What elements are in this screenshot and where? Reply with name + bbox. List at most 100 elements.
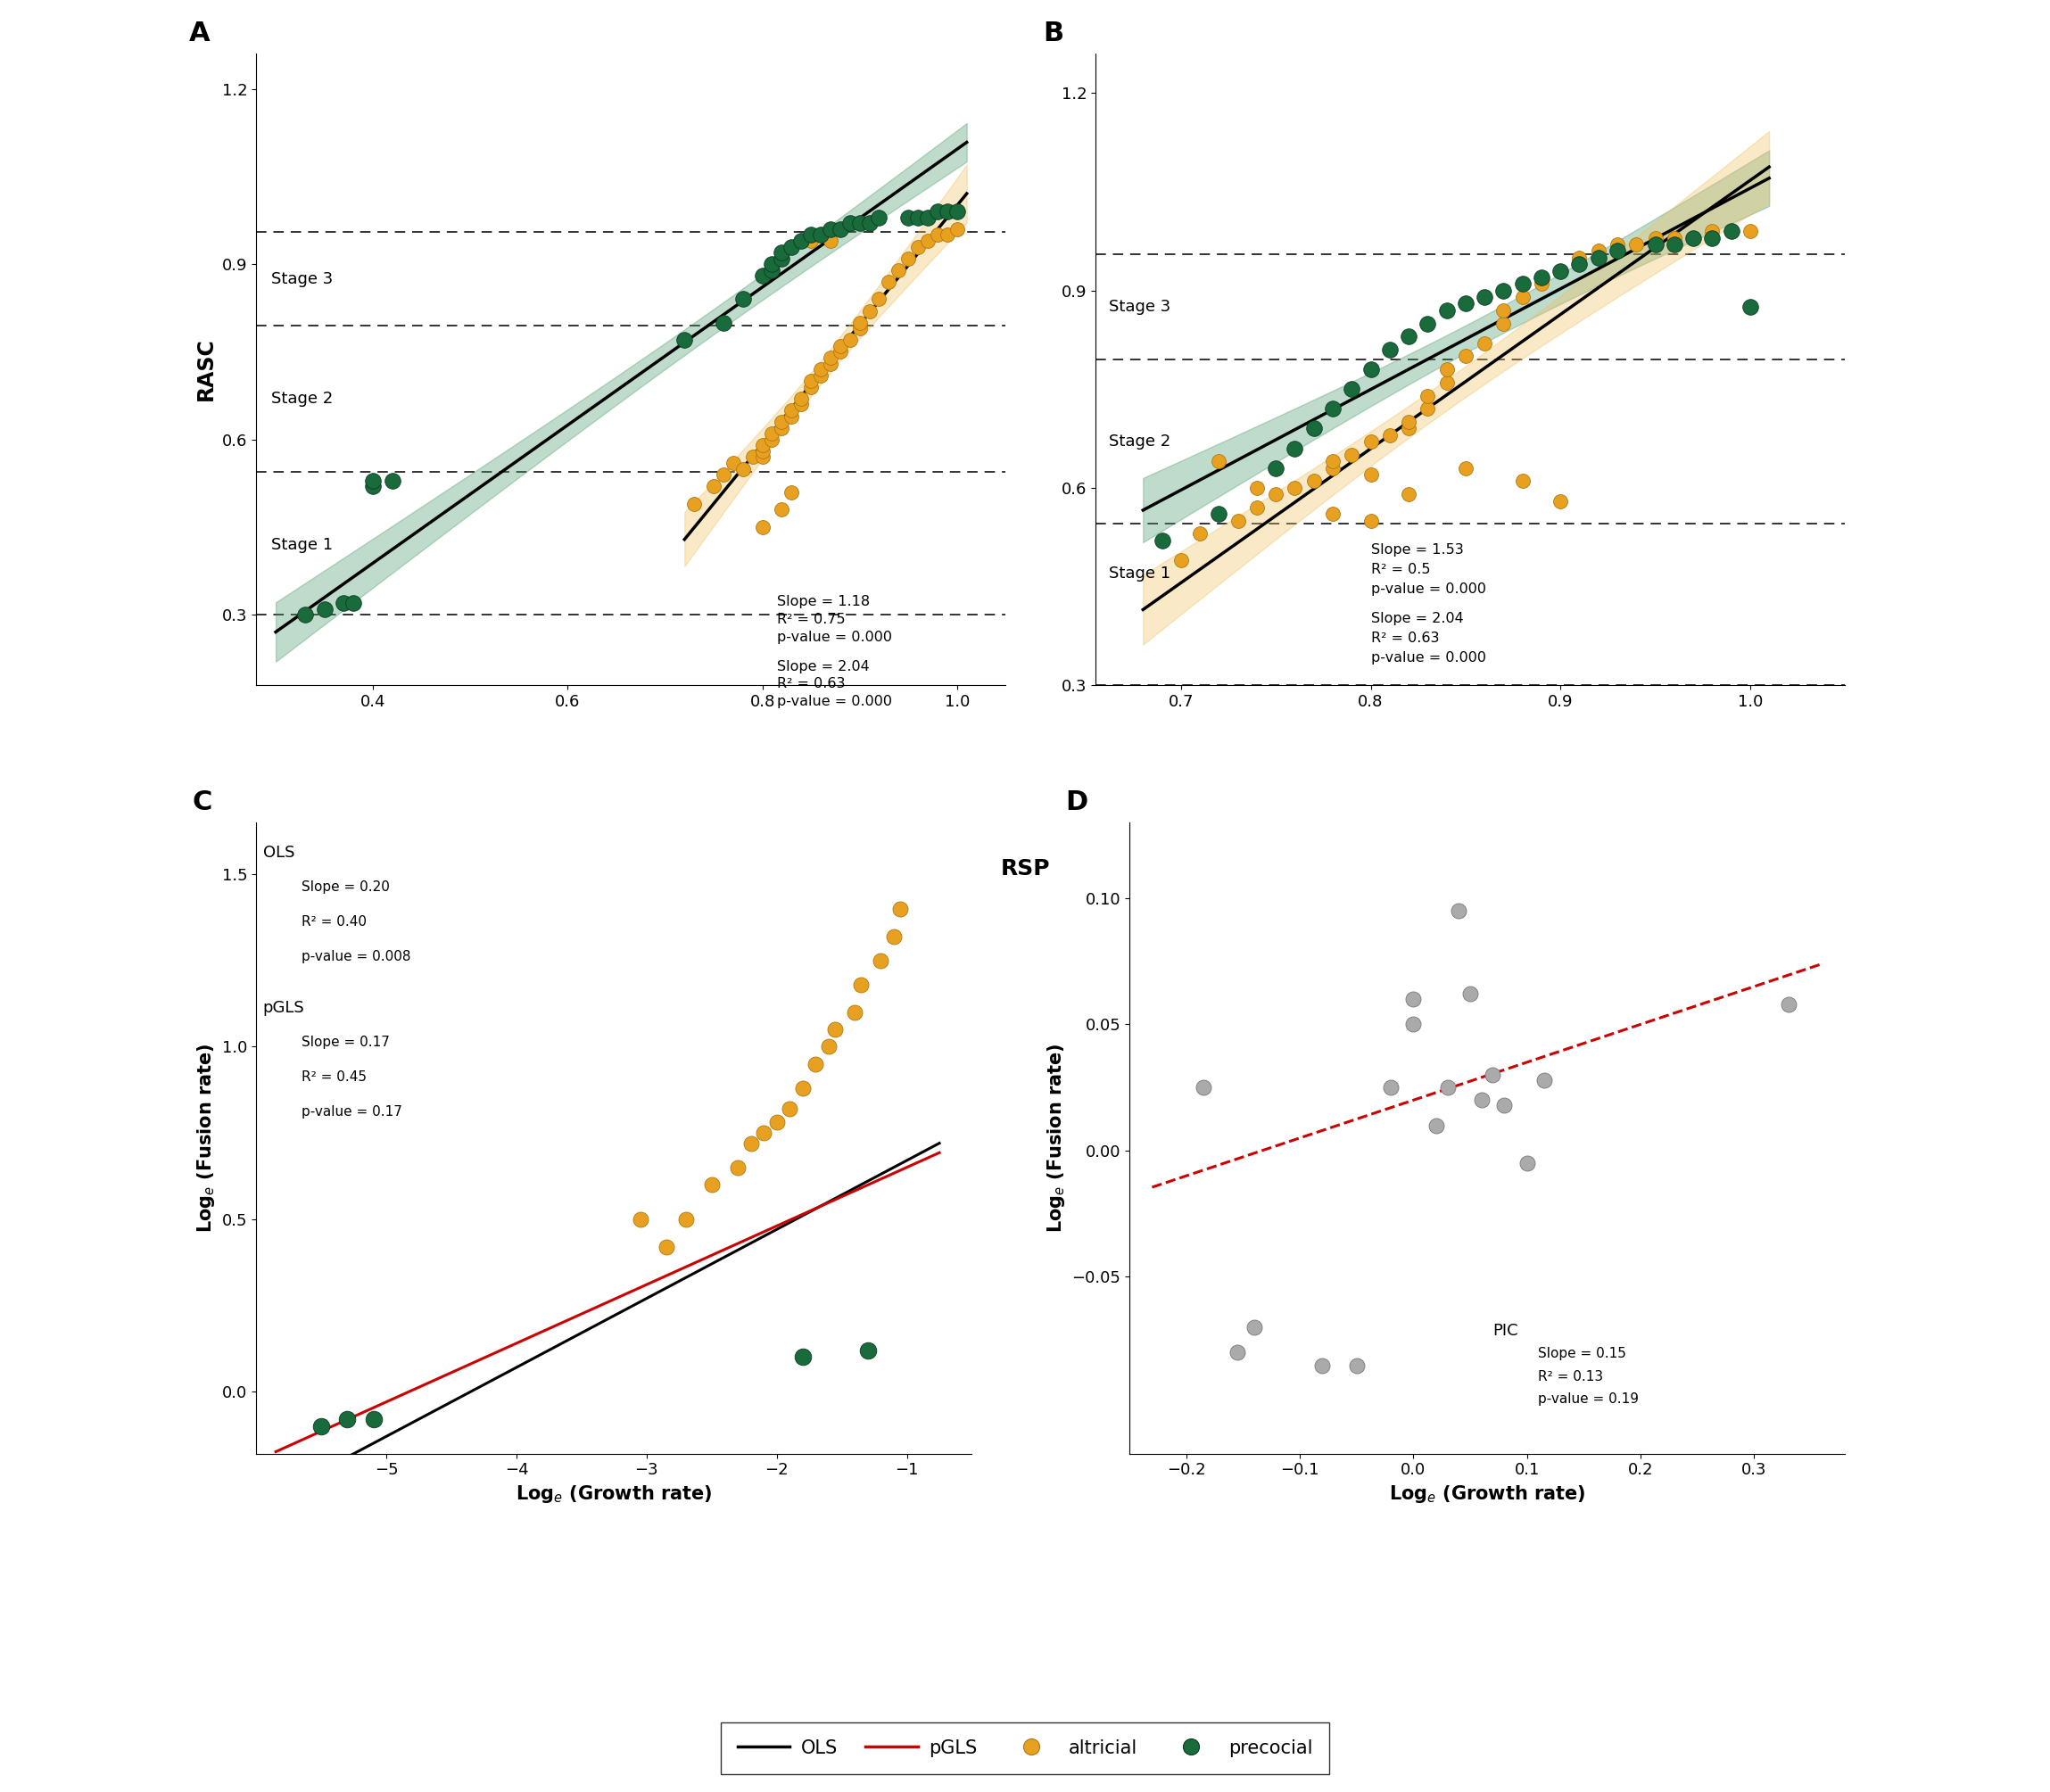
- Point: [765, 244, 797, 272]
- Point: [1449, 453, 1482, 482]
- Point: [843, 210, 875, 238]
- Point: [845, 969, 877, 998]
- Point: [1259, 480, 1292, 509]
- Point: [804, 360, 836, 389]
- Point: [804, 355, 836, 383]
- X-axis label: Log$_e$ (Growth rate): Log$_e$ (Growth rate): [1388, 1484, 1585, 1505]
- Point: [746, 443, 779, 471]
- Point: [1714, 217, 1747, 246]
- Point: [775, 233, 808, 262]
- Point: [1240, 493, 1273, 521]
- Point: [1355, 426, 1388, 455]
- Point: [1544, 256, 1576, 285]
- Point: [838, 998, 871, 1027]
- Point: [1431, 296, 1464, 324]
- Point: [812, 1032, 845, 1061]
- Point: [1374, 335, 1406, 364]
- Point: [1146, 527, 1179, 556]
- Point: [746, 513, 779, 541]
- X-axis label: Log$_e$ (Growth rate): Log$_e$ (Growth rate): [517, 1484, 713, 1505]
- Point: [1355, 355, 1388, 383]
- Text: C: C: [193, 788, 211, 815]
- Point: [1355, 507, 1388, 536]
- Y-axis label: RASC: RASC: [195, 339, 217, 401]
- Text: B: B: [1043, 22, 1064, 47]
- Point: [748, 1118, 781, 1147]
- Point: [1562, 249, 1595, 278]
- Text: p-value = 0.008: p-value = 0.008: [301, 950, 412, 962]
- Point: [920, 220, 953, 249]
- Point: [795, 373, 828, 401]
- Point: [1771, 989, 1804, 1018]
- Point: [834, 210, 867, 238]
- Point: [1279, 473, 1312, 502]
- Point: [834, 326, 867, 355]
- Point: [761, 1107, 793, 1136]
- Point: [1298, 414, 1330, 443]
- Point: [912, 202, 945, 231]
- Point: [765, 414, 797, 443]
- Point: [1544, 487, 1576, 516]
- Point: [1259, 453, 1292, 482]
- Text: p-value = 0.17: p-value = 0.17: [301, 1106, 402, 1118]
- Point: [1316, 500, 1349, 529]
- Point: [746, 437, 779, 466]
- Point: [1601, 237, 1634, 265]
- Point: [931, 220, 964, 249]
- Point: [1316, 453, 1349, 482]
- Text: Stage 2: Stage 2: [271, 391, 332, 407]
- Point: [843, 314, 875, 342]
- Point: [1410, 308, 1443, 337]
- Point: [795, 226, 828, 254]
- Point: [1507, 269, 1540, 297]
- Text: RSP: RSP: [1000, 858, 1050, 880]
- Text: Stage 1: Stage 1: [271, 536, 332, 552]
- Point: [785, 391, 818, 419]
- Point: [1525, 263, 1558, 292]
- Legend: OLS, pGLS, altricial, precocial: OLS, pGLS, altricial, precocial: [722, 1722, 1328, 1774]
- Point: [1677, 224, 1710, 253]
- Point: [1511, 1149, 1544, 1177]
- Point: [804, 220, 836, 249]
- Point: [1488, 1091, 1521, 1120]
- Point: [892, 202, 925, 231]
- Point: [1396, 1011, 1429, 1039]
- Text: R² = 0.75: R² = 0.75: [777, 613, 845, 625]
- Point: [1601, 229, 1634, 258]
- Point: [785, 226, 818, 254]
- Point: [1431, 1073, 1464, 1102]
- Point: [1222, 1339, 1255, 1367]
- Point: [1203, 500, 1236, 529]
- Point: [289, 600, 322, 629]
- Y-axis label: Log$_e$ (Fusion rate): Log$_e$ (Fusion rate): [195, 1043, 217, 1233]
- Text: R² = 0.45: R² = 0.45: [301, 1070, 367, 1084]
- Point: [884, 894, 916, 923]
- Point: [785, 383, 818, 412]
- Text: Slope = 2.04: Slope = 2.04: [777, 659, 869, 674]
- Text: Slope = 0.20: Slope = 0.20: [301, 880, 390, 894]
- Point: [746, 262, 779, 290]
- Point: [775, 478, 808, 507]
- Point: [726, 455, 758, 484]
- Point: [1392, 414, 1425, 443]
- Point: [375, 466, 408, 495]
- Text: Slope = 1.18: Slope = 1.18: [777, 595, 869, 609]
- Point: [853, 297, 886, 326]
- Point: [1355, 461, 1388, 489]
- Point: [707, 308, 740, 337]
- Text: R² = 0.40: R² = 0.40: [301, 916, 367, 928]
- Text: A: A: [189, 22, 209, 47]
- Point: [1431, 367, 1464, 396]
- Text: R² = 0.5: R² = 0.5: [1371, 563, 1431, 575]
- Point: [941, 197, 974, 226]
- Point: [1374, 421, 1406, 450]
- Point: [1486, 276, 1519, 305]
- Point: [707, 461, 740, 489]
- Point: [1562, 244, 1595, 272]
- Point: [668, 326, 701, 355]
- Point: [1638, 229, 1671, 258]
- Text: p-value = 0.000: p-value = 0.000: [1371, 582, 1486, 595]
- Point: [736, 443, 769, 471]
- Point: [1374, 1073, 1406, 1102]
- Text: Stage 1: Stage 1: [1109, 564, 1171, 581]
